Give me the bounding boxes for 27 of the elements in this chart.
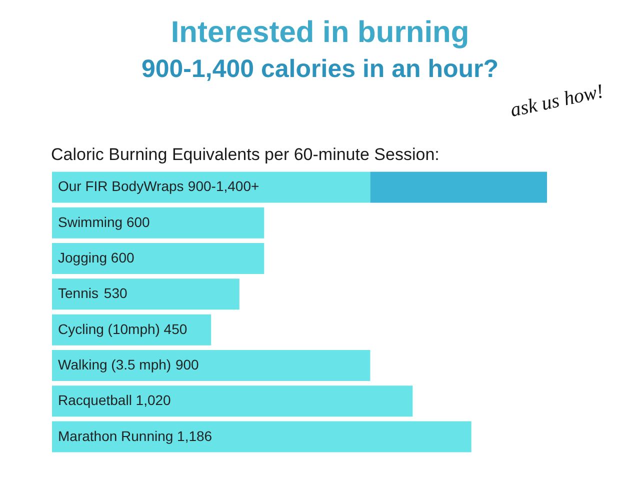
text: ask us how!	[508, 80, 606, 122]
y-tick-label: Walking (3.5 mph)	[58, 356, 172, 372]
bar	[52, 207, 264, 238]
data-label: 1,186	[177, 428, 212, 444]
data-label: 600	[110, 250, 134, 266]
data-label: 530	[104, 285, 128, 302]
y-tick-label: Swimming	[58, 214, 123, 230]
bar	[370, 172, 547, 203]
y-tick-label: Marathon Running	[58, 428, 174, 444]
data-label: 900-1,400+	[188, 178, 260, 194]
data-label: 450	[164, 320, 188, 337]
y-tick-label: Tennis	[58, 285, 98, 302]
bar	[52, 350, 370, 381]
bar	[52, 421, 472, 452]
chart-title: Interested in burning 900-1,400 calories in an hour?	[141, 16, 499, 83]
bar	[52, 243, 264, 274]
bar	[52, 172, 370, 203]
data-label: 1,020	[136, 392, 172, 408]
y-tick-label: Jogging	[58, 250, 108, 266]
y-tick-label: Racquetball	[58, 392, 132, 408]
bar	[52, 386, 413, 417]
y-tick-label: Cycling (10mph)	[58, 320, 160, 337]
data-label: 600	[126, 214, 150, 230]
chart-subtitle: Caloric Burning Equivalents per 60-minute Session:	[51, 145, 440, 164]
bar	[52, 278, 240, 310]
y-tick-label: Our FIR BodyWraps	[58, 178, 184, 194]
data-label: 900	[175, 356, 200, 372]
